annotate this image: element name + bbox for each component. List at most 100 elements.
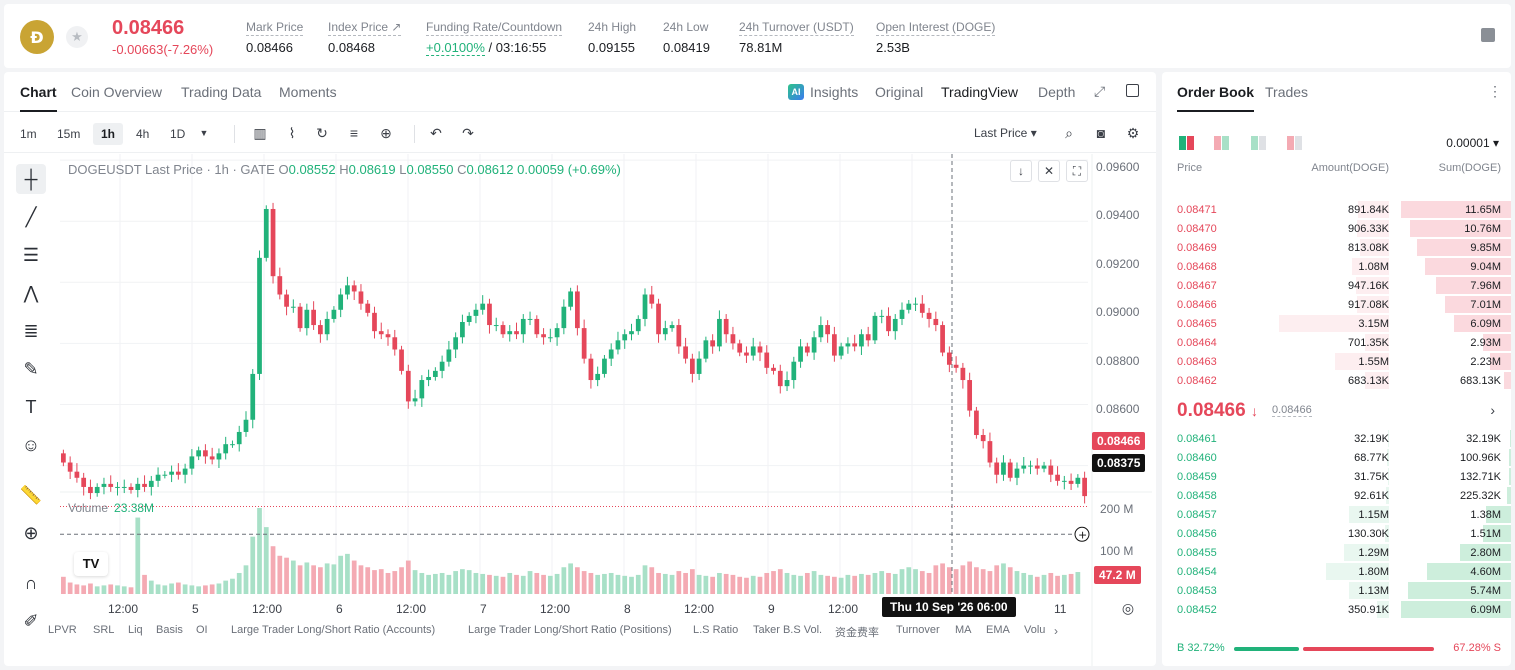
bid-row[interactable]: 0.08453 1.13M 5.74M	[1162, 581, 1511, 600]
bid-row[interactable]: 0.08454 1.80M 4.60M	[1162, 562, 1511, 581]
interval-1h[interactable]: 1h	[93, 123, 124, 145]
stat-funding-rate[interactable]: Funding Rate/Countdown +0.0100% / 03:16:…	[426, 18, 563, 56]
fib-icon[interactable]: ≣	[23, 321, 39, 341]
indicator-liq[interactable]: Liq	[128, 624, 143, 636]
fullscreen-icon[interactable]: ⛶	[1066, 160, 1088, 182]
window-icon[interactable]	[1126, 84, 1139, 97]
bid-row[interactable]: 0.08456 130.30K 1.51M	[1162, 524, 1511, 543]
emoji-icon[interactable]: ☺	[21, 435, 41, 455]
camera-icon[interactable]: ◙	[1096, 125, 1106, 141]
indicator-ls-ratio[interactable]: L.S Ratio	[693, 624, 739, 636]
replay-icon[interactable]: ↻	[316, 125, 328, 141]
chevron-right-icon[interactable]: ›	[1490, 402, 1495, 418]
indicator-srl[interactable]: SRL	[93, 624, 115, 636]
view-depth[interactable]: Depth	[1038, 84, 1076, 100]
bid-row[interactable]: 0.08452 350.91K 6.09M	[1162, 600, 1511, 619]
brush-icon[interactable]: ✎	[23, 359, 39, 379]
tab-trades[interactable]: Trades	[1265, 84, 1309, 100]
indicator-taker-bs-vol[interactable]: Taker B.S Vol.	[753, 624, 823, 636]
ask-row[interactable]: 0.08469 813.08K 9.85M	[1162, 238, 1511, 257]
tick-size-select[interactable]: 0.00001 ▾	[1446, 136, 1499, 150]
chevron-right-icon[interactable]: ›	[1054, 624, 1058, 638]
bid-row[interactable]: 0.08457 1.15M 1.38M	[1162, 505, 1511, 524]
indicator-lpvr[interactable]: LPVR	[48, 624, 77, 636]
ask-row[interactable]: 0.08462 683.13K 683.13K	[1162, 371, 1511, 390]
indicator-funding-rate[interactable]: 资金费率	[835, 627, 879, 639]
add-icon[interactable]: ⊕	[380, 125, 392, 141]
settings-circle-icon[interactable]: ◎	[1121, 600, 1135, 616]
ask-row[interactable]: 0.08466 917.08K 7.01M	[1162, 295, 1511, 314]
collapse-icon[interactable]: ✕	[1038, 160, 1060, 182]
tab-coin-overview[interactable]: Coin Overview	[71, 84, 163, 100]
interval-4h[interactable]: 4h	[136, 127, 150, 141]
ask-row[interactable]: 0.08467 947.16K 7.96M	[1162, 276, 1511, 295]
gear-icon[interactable]: ⚙	[1126, 125, 1140, 141]
bid-row[interactable]: 0.08461 32.19K 32.19K	[1162, 429, 1511, 448]
stat-index-price[interactable]: Index Price ↗ 0.08468	[328, 18, 402, 55]
indicator-large-trader-accounts[interactable]: Large Trader Long/Short Ratio (Accounts)	[231, 624, 436, 636]
more-icon[interactable]: ⋮	[1488, 83, 1502, 99]
ask-row[interactable]: 0.08465 3.15M 6.09M	[1162, 314, 1511, 333]
stat-24h-turnover[interactable]: 24h Turnover (USDT) 78.81M	[739, 18, 854, 55]
text-icon[interactable]: T	[25, 397, 37, 417]
indicator-basis[interactable]: Basis	[156, 624, 183, 636]
volume-bar	[926, 572, 932, 594]
drawing-toolbar: ┼ ╱ ☰ ⋀ ≣ ✎ T ☺ 📏 ⊕ ∩ ✐	[4, 154, 56, 666]
mode-bids-asks-icon[interactable]	[1214, 136, 1230, 150]
view-insights[interactable]: Insights	[810, 84, 859, 100]
bid-row[interactable]: 0.08460 68.77K 100.96K	[1162, 448, 1511, 467]
indicator-oi[interactable]: OI	[196, 624, 208, 636]
bid-row[interactable]: 0.08458 92.61K 225.32K	[1162, 486, 1511, 505]
ask-row[interactable]: 0.08470 906.33K 10.76M	[1162, 219, 1511, 238]
favorite-star-icon[interactable]: ★	[66, 26, 88, 48]
magnet-icon[interactable]: ∩	[24, 573, 38, 593]
crosshair-icon[interactable]: ┼	[16, 164, 46, 194]
horizontal-lines-icon[interactable]: ☰	[22, 245, 40, 265]
indicator-ma[interactable]: MA	[955, 624, 972, 636]
stat-open-interest[interactable]: Open Interest (DOGE) 2.53B	[876, 18, 996, 55]
order-sum: 10.76M	[1464, 223, 1501, 235]
stat-mark-price[interactable]: Mark Price 0.08466	[246, 18, 304, 55]
zoom-icon[interactable]: ⊕	[23, 523, 39, 543]
last-price-select[interactable]: Last Price ▾	[974, 126, 1037, 140]
template-icon[interactable]: ≡	[349, 125, 359, 141]
view-original[interactable]: Original	[875, 84, 924, 100]
tab-order-book[interactable]: Order Book	[1177, 84, 1255, 112]
mode-bids-icon[interactable]	[1251, 136, 1267, 150]
undo-icon[interactable]: ↶	[430, 125, 442, 141]
volume-bar	[169, 583, 174, 594]
candlestick-chart[interactable]: + DOGEUSDT Last Price · 1h · GATE O0.085…	[60, 154, 1152, 666]
pencil-icon[interactable]: ✐	[23, 611, 39, 631]
view-tradingview[interactable]: TradingView	[941, 84, 1019, 100]
chevron-down-icon[interactable]: ▼	[199, 128, 209, 138]
tab-chart[interactable]: Chart	[20, 84, 57, 112]
order-price: 0.08452	[1177, 604, 1217, 616]
ask-row[interactable]: 0.08464 701.35K 2.93M	[1162, 333, 1511, 352]
book-icon[interactable]	[1481, 28, 1495, 42]
interval-1d[interactable]: 1D	[170, 127, 186, 141]
mode-both-icon[interactable]	[1179, 136, 1195, 150]
pattern-icon[interactable]: ⋀	[23, 283, 39, 303]
ask-row[interactable]: 0.08468 1.08M 9.04M	[1162, 257, 1511, 276]
indicator-large-trader-positions[interactable]: Large Trader Long/Short Ratio (Positions…	[468, 624, 672, 636]
bid-row[interactable]: 0.08459 31.75K 132.71K	[1162, 467, 1511, 486]
trend-line-icon[interactable]: ╱	[25, 207, 37, 227]
interval-15m[interactable]: 15m	[57, 127, 81, 141]
ask-row[interactable]: 0.08471 891.84K 11.65M	[1162, 200, 1511, 219]
ask-row[interactable]: 0.08463 1.55M 2.23M	[1162, 352, 1511, 371]
candle-type-icon[interactable]: ▥	[253, 125, 267, 141]
redo-icon[interactable]: ↷	[462, 125, 474, 141]
tab-moments[interactable]: Moments	[279, 84, 337, 100]
indicator-icon[interactable]: ⌇	[288, 125, 296, 141]
bid-row[interactable]: 0.08455 1.29M 2.80M	[1162, 543, 1511, 562]
tab-trading-data[interactable]: Trading Data	[181, 84, 262, 100]
ruler-icon[interactable]: 📏	[19, 485, 43, 505]
indicator-volume[interactable]: Volu	[1024, 624, 1046, 636]
indicator-turnover[interactable]: Turnover	[896, 624, 940, 636]
interval-1m[interactable]: 1m	[20, 127, 37, 141]
scroll-down-icon[interactable]: ↓	[1010, 160, 1032, 182]
search-icon[interactable]: ⌕	[1065, 125, 1073, 141]
mode-asks-icon[interactable]	[1287, 136, 1303, 150]
indicator-ema[interactable]: EMA	[986, 624, 1010, 636]
expand-icon[interactable]: ⤢	[1094, 83, 1106, 99]
